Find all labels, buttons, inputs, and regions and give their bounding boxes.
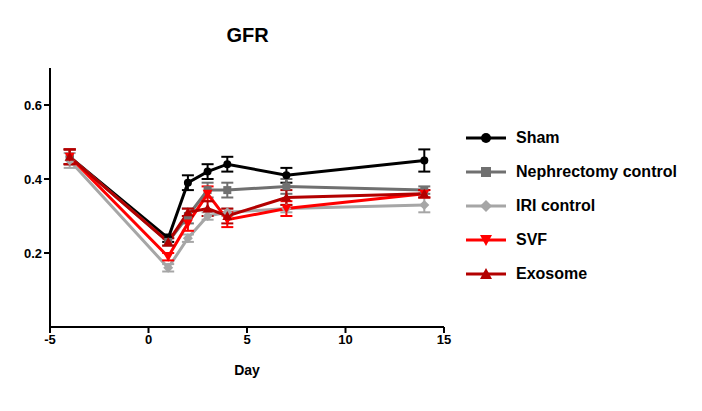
svg-text:10: 10 bbox=[338, 332, 352, 347]
svg-text:Day: Day bbox=[234, 362, 260, 378]
svg-text:0.6: 0.6 bbox=[24, 98, 42, 113]
svg-text:0.4: 0.4 bbox=[24, 172, 43, 187]
html-text:Sham: Sham bbox=[516, 128, 560, 146]
svg-text:-5: -5 bbox=[44, 332, 56, 347]
svg-text:15: 15 bbox=[437, 332, 451, 347]
html-text:Nephrectomy control: Nephrectomy control bbox=[516, 162, 677, 180]
html-text:Exosome: Exosome bbox=[516, 264, 588, 282]
html-text:SVF: SVF bbox=[516, 230, 548, 248]
svg-text:0.2: 0.2 bbox=[24, 246, 42, 261]
svg-text:0: 0 bbox=[145, 332, 152, 347]
svg-text:5: 5 bbox=[243, 332, 250, 347]
html-text:GFR: GFR bbox=[226, 24, 269, 46]
html-text:IRI control: IRI control bbox=[516, 196, 596, 214]
